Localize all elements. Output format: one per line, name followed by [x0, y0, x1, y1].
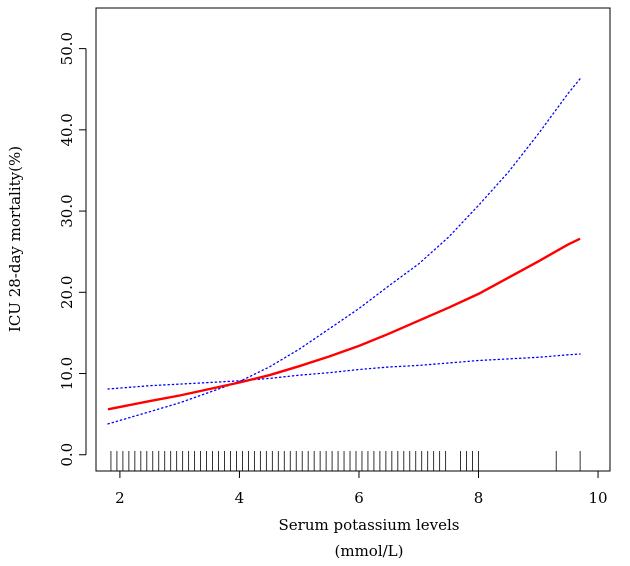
y-axis: 0.0 10.0 20.0 30.0 40.0 50.0 — [58, 32, 87, 467]
x-tick-label: 4 — [235, 489, 245, 507]
x-axis: 2 4 6 8 10 — [115, 470, 608, 507]
upper-ci-line — [107, 78, 581, 425]
y-tick-label: 30.0 — [58, 194, 76, 227]
x-tick-label: 10 — [588, 489, 607, 507]
x-axis-unit: (mmol/L) — [335, 542, 404, 560]
plot-frame — [95, 7, 611, 472]
lower-ci-line — [107, 353, 581, 390]
y-tick-label: 10.0 — [58, 357, 76, 390]
rug-marks — [110, 451, 581, 471]
y-tick-label: 20.0 — [58, 276, 76, 309]
y-tick-label: 50.0 — [58, 32, 76, 65]
x-tick-label: 6 — [354, 489, 364, 507]
y-tick-label: 0.0 — [58, 443, 76, 467]
x-tick-label: 2 — [115, 489, 125, 507]
y-tick-label: 40.0 — [58, 113, 76, 146]
x-axis-title: Serum potassium levels — [279, 516, 460, 534]
series-lines — [107, 78, 581, 425]
estimate-line — [107, 237, 581, 411]
y-axis-title: ICU 28-day mortality(%) — [6, 146, 24, 332]
x-tick-label: 8 — [474, 489, 484, 507]
